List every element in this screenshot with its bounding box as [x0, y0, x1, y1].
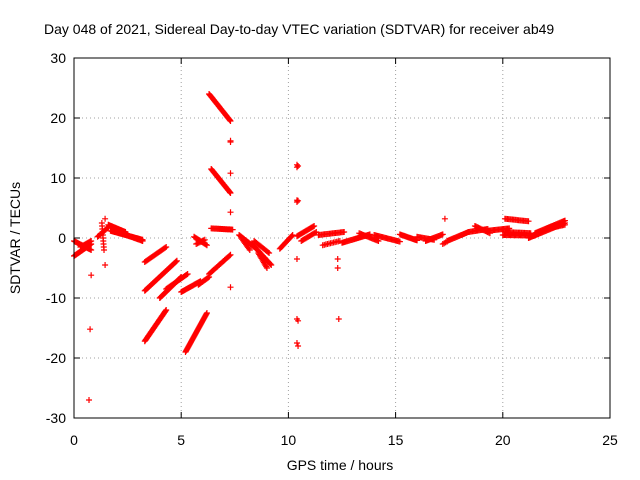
- data-point: [525, 218, 532, 225]
- data-point: [293, 199, 300, 205]
- data-point: [139, 238, 146, 244]
- data-point: [506, 225, 513, 232]
- data-point: [227, 209, 234, 216]
- data-point: [227, 118, 234, 124]
- data-point: [87, 326, 94, 333]
- data-point: [203, 310, 210, 316]
- data-point: [101, 247, 108, 253]
- y-tick-label: 20: [50, 110, 66, 126]
- data-point: [295, 163, 302, 169]
- data-point: [226, 252, 233, 259]
- data-point: [163, 307, 170, 313]
- data-series: [71, 91, 568, 403]
- data-point: [227, 251, 234, 258]
- data-point: [268, 262, 275, 268]
- data-point: [173, 257, 180, 264]
- x-tick-label: 15: [388, 432, 404, 448]
- y-tick-label: -30: [46, 410, 66, 426]
- data-point: [288, 232, 295, 239]
- data-point: [264, 249, 271, 256]
- y-tick-label: 0: [58, 230, 66, 246]
- data-point: [203, 242, 210, 249]
- data-point: [441, 215, 448, 222]
- x-tick-label: 10: [281, 432, 297, 448]
- data-point: [312, 229, 319, 236]
- data-point: [205, 274, 212, 281]
- data-point: [266, 250, 273, 256]
- data-point: [289, 232, 296, 238]
- y-tick-label: -20: [46, 350, 66, 366]
- axis-ticks: 0 5 10 15 20 25 -30 -20 -10 0 10 20 30: [46, 50, 618, 448]
- data-point: [246, 247, 253, 253]
- data-point: [88, 247, 95, 253]
- data-point: [293, 340, 300, 346]
- data-point: [245, 245, 252, 252]
- data-point: [293, 164, 300, 171]
- data-point: [202, 241, 209, 248]
- data-point: [311, 223, 318, 229]
- x-axis-label: GPS time / hours: [287, 457, 394, 473]
- y-tick-label: 30: [50, 50, 66, 66]
- data-point: [396, 238, 403, 245]
- data-point: [263, 265, 270, 271]
- data-point: [293, 256, 300, 262]
- data-point: [88, 272, 95, 279]
- data-point: [201, 236, 208, 243]
- data-point: [183, 271, 190, 278]
- data-point: [227, 190, 234, 196]
- data-point: [334, 265, 341, 271]
- data-point: [88, 238, 95, 244]
- data-point: [227, 284, 234, 291]
- data-point: [334, 256, 341, 262]
- data-point: [439, 231, 446, 238]
- data-point: [86, 397, 93, 403]
- data-point: [335, 316, 342, 322]
- data-point: [267, 261, 274, 268]
- data-point: [295, 343, 302, 349]
- data-point: [561, 221, 568, 228]
- data-point: [295, 197, 302, 204]
- data-point: [102, 262, 109, 268]
- data-point: [227, 139, 234, 145]
- x-tick-label: 5: [177, 432, 185, 448]
- data-point: [229, 226, 236, 233]
- chart-title: Day 048 of 2021, Sidereal Day-to-day VTE…: [44, 21, 554, 37]
- y-axis-label: SDTVAR / TECUs: [7, 182, 23, 294]
- data-point: [295, 317, 302, 324]
- y-tick-label: -10: [46, 290, 66, 306]
- x-tick-label: 20: [495, 432, 511, 448]
- data-point: [341, 229, 348, 235]
- data-point: [102, 215, 109, 222]
- data-point: [173, 258, 180, 265]
- data-point: [263, 263, 270, 270]
- data-point: [163, 244, 170, 250]
- x-tick-label: 25: [602, 432, 618, 448]
- data-point: [227, 170, 234, 177]
- data-point: [184, 271, 191, 277]
- x-tick-label: 0: [70, 432, 78, 448]
- data-point: [162, 244, 169, 251]
- y-tick-label: 10: [50, 170, 66, 186]
